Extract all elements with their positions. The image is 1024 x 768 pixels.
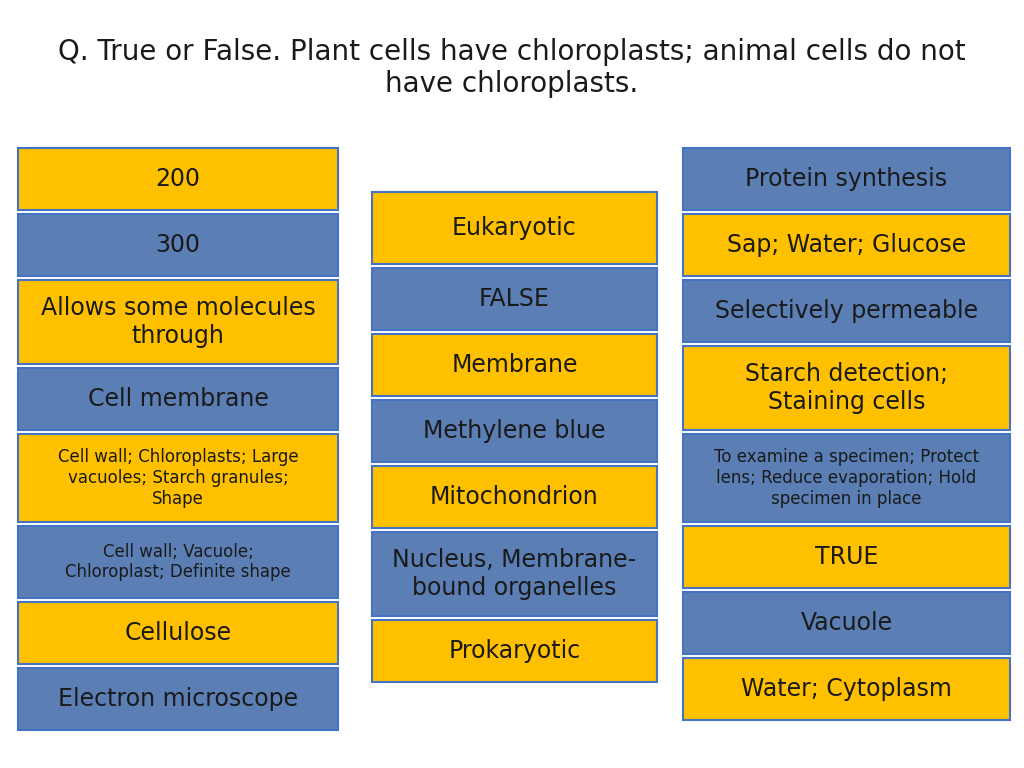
- Text: Electron microscope: Electron microscope: [58, 687, 298, 711]
- FancyBboxPatch shape: [372, 268, 657, 330]
- Text: Eukaryotic: Eukaryotic: [453, 216, 577, 240]
- FancyBboxPatch shape: [683, 658, 1010, 720]
- FancyBboxPatch shape: [18, 280, 338, 364]
- Text: 300: 300: [156, 233, 201, 257]
- FancyBboxPatch shape: [372, 400, 657, 462]
- Text: Mitochondrion: Mitochondrion: [430, 485, 599, 509]
- Text: FALSE: FALSE: [479, 287, 550, 311]
- Text: Water; Cytoplasm: Water; Cytoplasm: [741, 677, 952, 701]
- Text: Cellulose: Cellulose: [125, 621, 231, 645]
- Text: Allows some molecules
through: Allows some molecules through: [41, 296, 315, 348]
- FancyBboxPatch shape: [372, 532, 657, 616]
- FancyBboxPatch shape: [683, 280, 1010, 342]
- Text: Nucleus, Membrane-
bound organelles: Nucleus, Membrane- bound organelles: [392, 548, 637, 600]
- Text: Methylene blue: Methylene blue: [423, 419, 606, 443]
- FancyBboxPatch shape: [18, 434, 338, 522]
- FancyBboxPatch shape: [683, 148, 1010, 210]
- FancyBboxPatch shape: [683, 434, 1010, 522]
- Text: Protein synthesis: Protein synthesis: [745, 167, 947, 191]
- Text: To examine a specimen; Protect
lens; Reduce evaporation; Hold
specimen in place: To examine a specimen; Protect lens; Red…: [714, 449, 979, 508]
- Text: Cell membrane: Cell membrane: [88, 387, 268, 411]
- FancyBboxPatch shape: [683, 346, 1010, 430]
- Text: Vacuole: Vacuole: [801, 611, 893, 635]
- FancyBboxPatch shape: [683, 592, 1010, 654]
- FancyBboxPatch shape: [18, 602, 338, 664]
- Text: Prokaryotic: Prokaryotic: [449, 639, 581, 663]
- FancyBboxPatch shape: [683, 526, 1010, 588]
- Text: Cell wall; Vacuole;
Chloroplast; Definite shape: Cell wall; Vacuole; Chloroplast; Definit…: [66, 543, 291, 581]
- FancyBboxPatch shape: [372, 620, 657, 682]
- FancyBboxPatch shape: [18, 214, 338, 276]
- FancyBboxPatch shape: [683, 214, 1010, 276]
- FancyBboxPatch shape: [372, 192, 657, 264]
- Text: Q. True or False. Plant cells have chloroplasts; animal cells do not
have chloro: Q. True or False. Plant cells have chlor…: [58, 38, 966, 98]
- Text: Cell wall; Chloroplasts; Large
vacuoles; Starch granules;
Shape: Cell wall; Chloroplasts; Large vacuoles;…: [57, 449, 298, 508]
- FancyBboxPatch shape: [18, 148, 338, 210]
- FancyBboxPatch shape: [18, 668, 338, 730]
- Text: Membrane: Membrane: [452, 353, 578, 377]
- Text: TRUE: TRUE: [815, 545, 879, 569]
- Text: Starch detection;
Staining cells: Starch detection; Staining cells: [745, 362, 948, 414]
- FancyBboxPatch shape: [372, 466, 657, 528]
- FancyBboxPatch shape: [18, 526, 338, 598]
- Text: 200: 200: [156, 167, 201, 191]
- Text: Selectively permeable: Selectively permeable: [715, 299, 978, 323]
- FancyBboxPatch shape: [372, 334, 657, 396]
- FancyBboxPatch shape: [18, 368, 338, 430]
- Text: Sap; Water; Glucose: Sap; Water; Glucose: [727, 233, 966, 257]
